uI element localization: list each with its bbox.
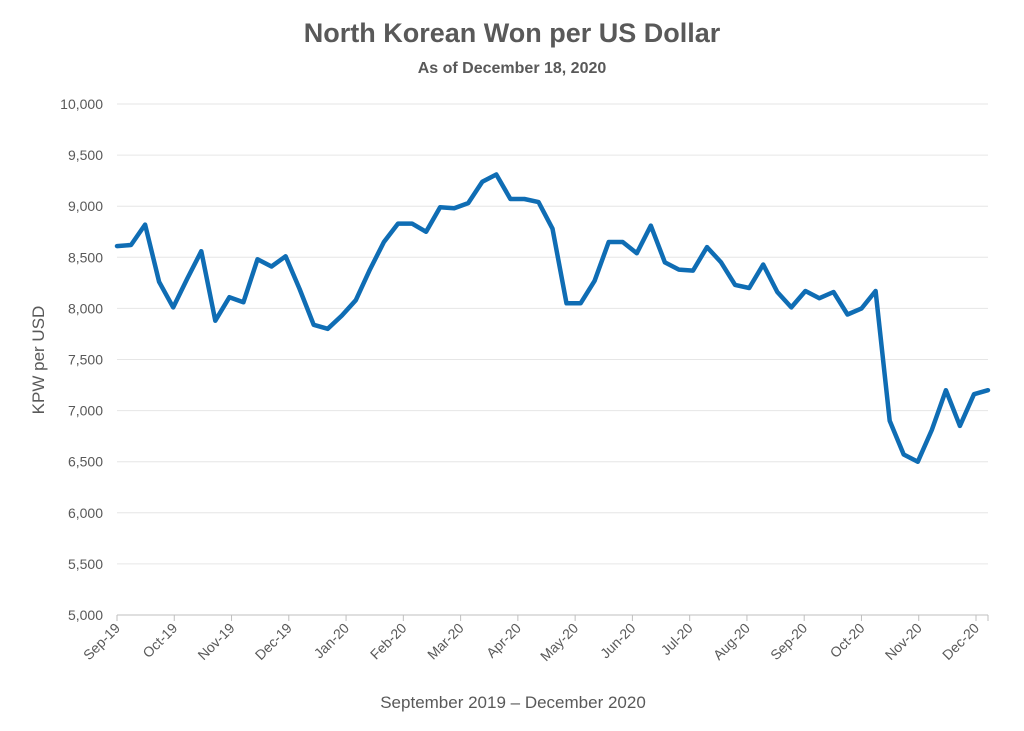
x-axis: Sep-19 Oct-19 Nov-19 Dec-19 Jan-20 Feb-20 Mar-… <box>80 615 989 664</box>
x-tick-label: Jul-20 <box>658 620 696 658</box>
x-axis-label: September 2019 – December 2020 <box>380 693 646 712</box>
y-tick-label: 6,000 <box>68 505 103 521</box>
series-group <box>114 172 991 464</box>
x-tick-label: Dec-20 <box>939 620 982 663</box>
x-tick-label: Nov-19 <box>194 620 237 663</box>
x-tick-label: Sep-19 <box>80 620 123 663</box>
y-tick-label: 8,000 <box>68 300 103 316</box>
y-tick-label: 5,500 <box>68 556 103 572</box>
y-tick-label: 5,000 <box>68 607 103 623</box>
x-tick-label: Jan-20 <box>311 620 353 662</box>
y-tick-label: 7,000 <box>68 403 103 419</box>
series-line <box>114 172 991 464</box>
x-tick-label: Jun-20 <box>597 620 639 662</box>
y-axis-label: KPW per USD <box>29 306 48 415</box>
x-tick-label: May-20 <box>537 620 581 664</box>
y-axis-ticks: 5,000 5,500 6,000 6,500 7,000 7,500 8,000 8,500… <box>60 96 103 623</box>
x-tick-label: Nov-20 <box>882 620 925 663</box>
x-tick-label: Mar-20 <box>424 620 467 663</box>
gridlines <box>117 103 988 616</box>
x-tick-label: Sep-20 <box>767 620 810 663</box>
y-tick-label: 10,000 <box>60 96 103 112</box>
y-tick-label: 9,000 <box>68 198 103 214</box>
x-tick-label: Dec-19 <box>252 620 295 663</box>
y-tick-label: 7,500 <box>68 352 103 368</box>
x-tick-label: Aug-20 <box>710 620 753 663</box>
chart-title: North Korean Won per US Dollar <box>303 18 721 48</box>
y-tick-label: 6,500 <box>68 454 103 470</box>
y-tick-label: 9,500 <box>68 147 103 163</box>
y-tick-label: 8,500 <box>68 249 103 265</box>
x-tick-label: Apr-20 <box>483 620 524 661</box>
x-tick-label: Oct-19 <box>139 620 180 661</box>
x-tick-label: Feb-20 <box>367 620 410 663</box>
chart-subtitle: As of December 18, 2020 <box>417 60 607 77</box>
x-tick-label: Oct-20 <box>827 620 868 661</box>
